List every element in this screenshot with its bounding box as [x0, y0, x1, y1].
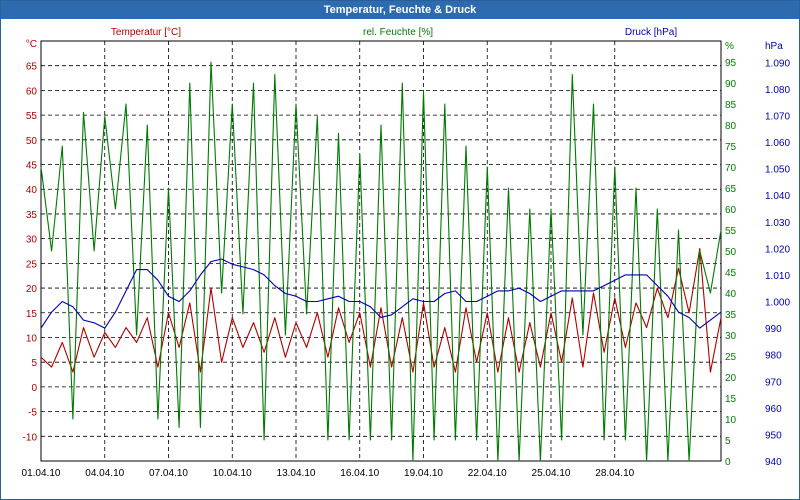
y-tick-humidity: 40 [725, 289, 737, 300]
y-tick-pressure: 960 [765, 404, 782, 415]
x-tick-label: 04.04.10 [85, 468, 124, 479]
y-tick-temp: 5 [31, 358, 37, 369]
y-tick-temp: 30 [26, 235, 38, 246]
y-tick-humidity: 10 [725, 415, 737, 426]
y-tick-humidity: 50 [725, 247, 737, 258]
y-tick-humidity: 45 [725, 268, 737, 279]
y-tick-temp: 60 [26, 86, 38, 97]
y-tick-temp: 10 [26, 333, 38, 344]
x-tick-label: 22.04.10 [468, 468, 507, 479]
x-tick-label: 10.04.10 [213, 468, 252, 479]
y-tick-temp: 25 [26, 259, 38, 270]
y-tick-humidity: 35 [725, 310, 737, 321]
x-tick-label: 28.04.10 [595, 468, 634, 479]
y-tick-temp: 65 [26, 62, 38, 73]
y-tick-temp: 55 [26, 111, 38, 122]
y-tick-pressure: 1.020 [765, 244, 790, 255]
y-tick-humidity: 65 [725, 184, 737, 195]
legend-humidity: rel. Feuchte [%] [363, 27, 433, 38]
y-tick-pressure: 1.050 [765, 165, 790, 176]
series-line-pressure [40, 258, 722, 329]
y-tick-humidity: 30 [725, 331, 737, 342]
x-tick-label: 01.04.10 [22, 468, 61, 479]
y-tick-pressure: 1.090 [765, 58, 790, 69]
unit-pressure: hPa [765, 41, 783, 52]
y-tick-pressure: 1.030 [765, 218, 790, 229]
y-tick-humidity: 70 [725, 163, 737, 174]
legend-pressure: Druck [hPa] [625, 27, 677, 38]
x-tick-label: 13.04.10 [277, 468, 316, 479]
y-tick-humidity: 15 [725, 394, 737, 405]
y-tick-pressure: 950 [765, 430, 782, 441]
y-tick-humidity: 0 [725, 457, 731, 468]
x-tick-label: 07.04.10 [149, 468, 188, 479]
plot-frame [40, 40, 722, 462]
y-tick-temp: 35 [26, 210, 38, 221]
series-line-humidity [40, 61, 722, 462]
y-tick-pressure: 970 [765, 377, 782, 388]
y-tick-humidity: 5 [725, 436, 731, 447]
legend-temp: Temperatur [°C] [111, 27, 181, 38]
y-tick-pressure: 1.060 [765, 138, 790, 149]
y-tick-pressure: 1.010 [765, 271, 790, 282]
x-tick-label: 25.04.10 [532, 468, 571, 479]
y-tick-humidity: 75 [725, 142, 737, 153]
y-tick-humidity: 60 [725, 205, 737, 216]
chart-title: Temperatur, Feuchte & Druck [1, 1, 799, 19]
y-tick-pressure: 990 [765, 324, 782, 335]
y-tick-humidity: 25 [725, 352, 737, 363]
y-tick-pressure: 1.040 [765, 191, 790, 202]
y-tick-temp: 45 [26, 161, 38, 172]
x-tick-label: 19.04.10 [404, 468, 443, 479]
y-tick-humidity: 55 [725, 226, 737, 237]
y-tick-temp: 50 [26, 136, 38, 147]
y-tick-humidity: 20 [725, 373, 737, 384]
y-tick-temp: 15 [26, 309, 38, 320]
x-tick-label: 16.04.10 [340, 468, 379, 479]
y-tick-temp: -10 [23, 432, 38, 443]
series-line-temperature [40, 247, 722, 373]
y-tick-pressure: 1.000 [765, 298, 790, 309]
y-tick-temp: 20 [26, 284, 38, 295]
y-tick-humidity: 80 [725, 121, 737, 132]
unit-temp: °C [26, 39, 37, 50]
y-tick-humidity: 95 [725, 58, 737, 69]
y-tick-pressure: 940 [765, 457, 782, 468]
y-tick-pressure: 1.080 [765, 85, 790, 96]
y-tick-humidity: 90 [725, 79, 737, 90]
unit-humidity: % [725, 41, 734, 52]
y-tick-temp: -5 [28, 408, 37, 419]
y-tick-temp: 0 [31, 383, 37, 394]
y-tick-pressure: 980 [765, 351, 782, 362]
y-tick-temp: 40 [26, 185, 38, 196]
y-tick-pressure: 1.070 [765, 111, 790, 122]
y-tick-humidity: 85 [725, 100, 737, 111]
